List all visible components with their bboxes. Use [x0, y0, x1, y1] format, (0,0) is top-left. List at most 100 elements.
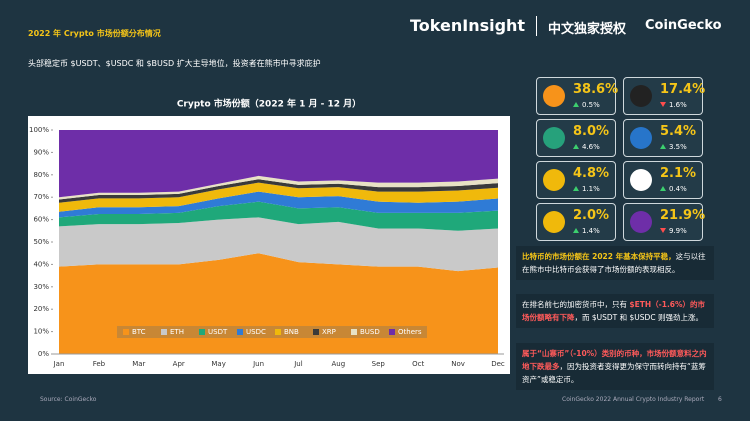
x-tick-label: Jan: [53, 360, 65, 368]
x-tick-label: May: [211, 360, 225, 368]
y-tick-label: 80%: [33, 171, 49, 179]
license: 中文独家授权: [548, 22, 627, 37]
change-arrow: [660, 186, 666, 191]
share-value: 8.0%: [573, 124, 610, 139]
note-text: ，而 $USDT 和 $USDC 则强劲上涨。: [574, 313, 703, 322]
legend-label: BNB: [284, 328, 299, 336]
coin-card: 2.0% 1.4%: [536, 203, 616, 241]
page-number: 6: [718, 396, 722, 403]
area: [59, 201, 498, 231]
share-value: 21.9%: [660, 208, 706, 223]
share-change: 1.1%: [573, 185, 600, 193]
brand: TokenInsight: [410, 16, 526, 35]
legend-swatch: [199, 329, 205, 335]
area: [59, 253, 498, 354]
change-arrow: [660, 102, 666, 107]
legend-swatch: [237, 329, 243, 335]
x-tick-label: Sep: [372, 360, 386, 368]
change-text: 4.6%: [582, 143, 600, 151]
source: Source: CoinGecko: [40, 396, 97, 403]
subtitle: 头部稳定币 $USDT、$USDC 和 $BUSD 扩大主导地位，投资者在熊市中…: [28, 59, 321, 68]
change-arrow: [573, 144, 579, 149]
legend-swatch: [275, 329, 281, 335]
coin-card: 8.0% 4.6%: [536, 119, 616, 157]
change-arrow: [573, 102, 579, 107]
share-value: 5.4%: [660, 124, 697, 139]
share-change: 0.4%: [660, 185, 687, 193]
note-text: $ETH（-1.6%）的市场份额略有下降: [522, 300, 706, 322]
chart-title: Crypto 市场份额（2022 年 1 月 - 12 月）: [177, 98, 361, 110]
legend-bg: [117, 326, 427, 338]
share-change: 0.5%: [573, 101, 600, 109]
coin-icon: [543, 211, 565, 233]
legend-label: XRP: [322, 328, 336, 336]
area: [59, 130, 498, 198]
x-tick-label: Dec: [491, 360, 505, 368]
legend-label: BUSD: [360, 328, 380, 336]
share-value: 2.0%: [573, 208, 610, 223]
y-tick-label: 70%: [33, 193, 49, 201]
area: [59, 191, 498, 218]
area: [59, 217, 498, 272]
share-change: 3.5%: [660, 143, 687, 151]
share-change: 4.6%: [573, 143, 600, 151]
y-tick-label: 10%: [33, 328, 49, 336]
y-tick-label: 100%: [29, 126, 49, 134]
change-arrow: [660, 144, 666, 149]
y-tick-label: 30%: [33, 283, 49, 291]
change-text: 0.4%: [669, 185, 687, 193]
x-tick-label: Jun: [252, 360, 264, 368]
share-value: 17.4%: [660, 82, 706, 97]
note: 比特币的市场份额在 2022 年基本保持平稳，这与以往在熊市中比特币会获得了市场…: [516, 246, 714, 280]
area: [59, 175, 498, 200]
note-text: 比特币的市场份额在 2022 年基本保持平稳，: [522, 252, 676, 261]
legend-swatch: [123, 329, 129, 335]
y-tick-label: 50%: [33, 238, 49, 246]
change-arrow: [660, 228, 666, 233]
coin-card: 38.6% 0.5%: [536, 77, 619, 115]
note: 在排名前七的加密货币中，只有 $ETH（-1.6%）的市场份额略有下降，而 $U…: [516, 294, 714, 328]
change-text: 0.5%: [582, 101, 600, 109]
change-text: 3.5%: [669, 143, 687, 151]
share-change: 1.6%: [660, 101, 687, 109]
note-text: 属于“山寨币”（-10%）类别的币种，市场份额意料之内地下跌最多: [522, 349, 707, 371]
x-tick-label: Apr: [173, 360, 185, 368]
coin-card: 21.9% 9.9%: [623, 203, 706, 241]
share-value: 2.1%: [660, 166, 697, 181]
chart-title-bar: [28, 92, 510, 116]
x-tick-label: Feb: [93, 360, 106, 368]
legend-swatch: [351, 329, 357, 335]
x-tick-label: Oct: [412, 360, 424, 368]
coin-icon: [543, 85, 565, 107]
coin-card: 4.8% 1.1%: [536, 161, 616, 199]
share-change: 1.4%: [573, 227, 600, 235]
share-change: 9.9%: [660, 227, 687, 235]
legend-label: USDT: [208, 328, 228, 336]
note-text: 这与以往在熊市中比特币会获得了市场份额的表现相反。: [522, 252, 706, 274]
legend-label: BTC: [132, 328, 146, 336]
change-text: 1.6%: [669, 101, 687, 109]
change-text: 9.9%: [669, 227, 687, 235]
page-title: 2022 年 Crypto 市场份额分布情况: [28, 29, 161, 38]
note-text: ，因为投资者变得更为保守而转向持有“蓝筹资产”或稳定币。: [522, 362, 706, 384]
y-tick-label: 90%: [33, 148, 49, 156]
legend-swatch: [161, 329, 167, 335]
coin-card: 2.1% 0.4%: [623, 161, 703, 199]
area: [59, 179, 498, 203]
share-value: 38.6%: [573, 82, 619, 97]
legend-label: ETH: [170, 328, 184, 336]
share-value: 4.8%: [573, 166, 610, 181]
report: CoinGecko 2022 Annual Crypto Industry Re…: [562, 396, 705, 403]
y-tick-label: 0%: [38, 350, 49, 358]
legend-label: Others: [398, 328, 422, 336]
legend-swatch: [313, 329, 319, 335]
change-text: 1.4%: [582, 227, 600, 235]
partner: CoinGecko: [645, 18, 722, 33]
change-text: 1.1%: [582, 185, 600, 193]
coin-icon: [543, 127, 565, 149]
y-tick-label: 60%: [33, 216, 49, 224]
x-tick-label: Jul: [293, 360, 303, 368]
note-text: 在排名前七的加密货币中，只有: [522, 300, 630, 309]
x-tick-label: Aug: [332, 360, 346, 368]
